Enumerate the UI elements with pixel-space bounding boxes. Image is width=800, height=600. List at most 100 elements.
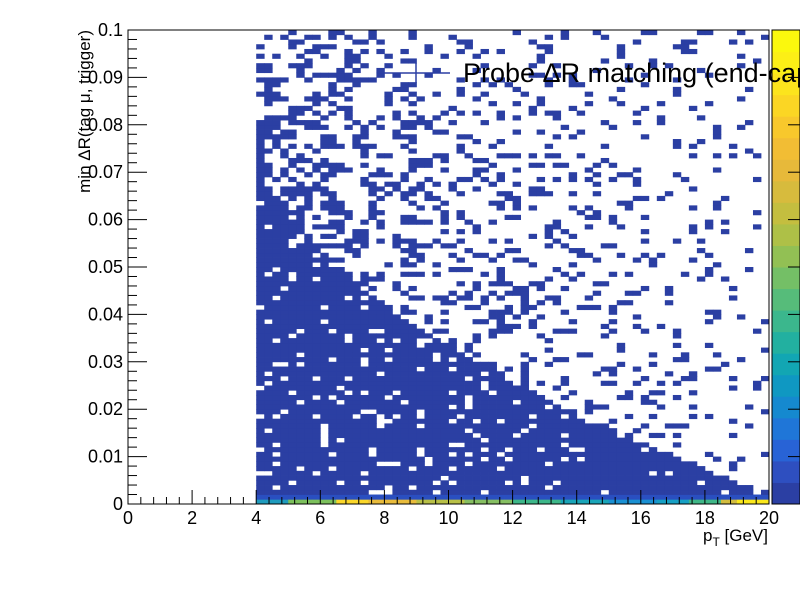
histogram-bin bbox=[352, 143, 361, 149]
histogram-bin bbox=[576, 475, 586, 481]
histogram-bin bbox=[536, 129, 546, 135]
histogram-bin bbox=[312, 418, 321, 424]
histogram-bin bbox=[312, 385, 321, 391]
histogram-bin bbox=[536, 423, 546, 429]
histogram-bin bbox=[296, 385, 305, 391]
histogram-bin bbox=[544, 143, 554, 149]
histogram-bin bbox=[680, 176, 690, 183]
histogram-bin bbox=[656, 432, 666, 439]
histogram-bin bbox=[456, 418, 465, 424]
histogram-bin bbox=[432, 399, 441, 405]
histogram-bin bbox=[288, 347, 297, 353]
histogram-bin bbox=[408, 101, 417, 107]
histogram-bin bbox=[424, 48, 433, 55]
histogram-bin bbox=[368, 437, 377, 443]
histogram-bin bbox=[288, 219, 297, 225]
histogram-bin bbox=[728, 376, 738, 382]
histogram-bin bbox=[424, 399, 433, 405]
histogram-bin bbox=[456, 214, 465, 220]
histogram-bin bbox=[304, 309, 313, 315]
histogram-bin bbox=[648, 413, 658, 420]
histogram-bin bbox=[256, 376, 265, 382]
histogram-bin bbox=[280, 257, 289, 263]
histogram-bin bbox=[328, 276, 337, 282]
histogram-bin bbox=[456, 352, 465, 358]
palette-swatch bbox=[772, 374, 800, 397]
histogram-bin bbox=[320, 262, 329, 268]
histogram-bin bbox=[728, 494, 738, 500]
histogram-bin bbox=[656, 115, 666, 121]
histogram-bin bbox=[744, 423, 754, 429]
histogram-bin bbox=[272, 120, 281, 126]
histogram-bin bbox=[328, 191, 337, 197]
histogram-bin bbox=[344, 271, 353, 277]
histogram-bin bbox=[304, 366, 313, 372]
histogram-bin bbox=[464, 290, 473, 296]
histogram-bin bbox=[352, 82, 361, 88]
histogram-bin bbox=[264, 276, 273, 282]
histogram-bin bbox=[368, 404, 377, 410]
histogram-bin bbox=[456, 480, 465, 486]
histogram-bin bbox=[312, 437, 321, 443]
histogram-bin bbox=[416, 385, 425, 391]
histogram-bin bbox=[312, 48, 321, 55]
histogram-bin bbox=[608, 456, 618, 462]
histogram-bin bbox=[368, 428, 377, 434]
histogram-bin bbox=[312, 148, 321, 154]
histogram-bin bbox=[552, 456, 562, 462]
histogram-bin bbox=[592, 67, 602, 74]
histogram-bin bbox=[320, 399, 329, 405]
histogram-bin bbox=[272, 219, 281, 225]
histogram-bin bbox=[528, 437, 538, 443]
histogram-bin bbox=[544, 347, 554, 353]
histogram-bin bbox=[584, 409, 594, 415]
histogram-bin bbox=[632, 480, 642, 486]
histogram-bin bbox=[400, 271, 409, 277]
histogram-bin bbox=[440, 319, 449, 325]
histogram-bin bbox=[504, 380, 513, 386]
histogram-bin bbox=[408, 461, 417, 467]
histogram-bin bbox=[264, 229, 273, 235]
histogram-bin bbox=[296, 371, 305, 377]
histogram-bin bbox=[552, 357, 562, 363]
histogram-bin bbox=[264, 295, 273, 301]
histogram-bin bbox=[488, 371, 497, 377]
histogram-bin bbox=[320, 323, 329, 330]
histogram-bin bbox=[616, 48, 626, 55]
histogram-bin bbox=[408, 191, 417, 197]
histogram-bin bbox=[352, 295, 361, 301]
histogram-bin bbox=[720, 480, 730, 486]
histogram-bin bbox=[408, 323, 417, 330]
histogram-bin bbox=[392, 494, 401, 500]
histogram-bin bbox=[288, 186, 297, 192]
histogram-bin bbox=[320, 143, 329, 149]
histogram-bin bbox=[312, 399, 321, 405]
histogram-bin bbox=[544, 499, 554, 505]
histogram-bin bbox=[312, 167, 321, 173]
histogram-bin bbox=[728, 285, 738, 292]
histogram-bin bbox=[408, 423, 417, 429]
histogram-bin bbox=[480, 461, 489, 467]
histogram-bin bbox=[320, 124, 329, 130]
histogram-bin bbox=[256, 120, 265, 126]
histogram-bin bbox=[456, 39, 465, 45]
histogram-bin bbox=[592, 475, 602, 481]
histogram-bin bbox=[592, 451, 602, 457]
histogram-bin bbox=[272, 290, 281, 296]
histogram-bin bbox=[264, 357, 273, 363]
histogram-bin bbox=[400, 342, 409, 348]
histogram-bin bbox=[400, 172, 409, 178]
histogram-bin bbox=[408, 361, 417, 367]
histogram-bin bbox=[312, 304, 321, 311]
histogram-bin bbox=[360, 143, 369, 149]
histogram-bin bbox=[648, 63, 658, 69]
histogram-bin bbox=[288, 385, 297, 391]
histogram-bin bbox=[504, 385, 513, 391]
histogram-bin bbox=[408, 352, 417, 358]
histogram-bin bbox=[520, 352, 530, 358]
histogram-bin bbox=[288, 44, 297, 50]
histogram-bin bbox=[408, 333, 417, 339]
histogram-bin bbox=[408, 248, 417, 254]
histogram-bin bbox=[256, 271, 265, 277]
histogram-bin bbox=[264, 314, 273, 320]
